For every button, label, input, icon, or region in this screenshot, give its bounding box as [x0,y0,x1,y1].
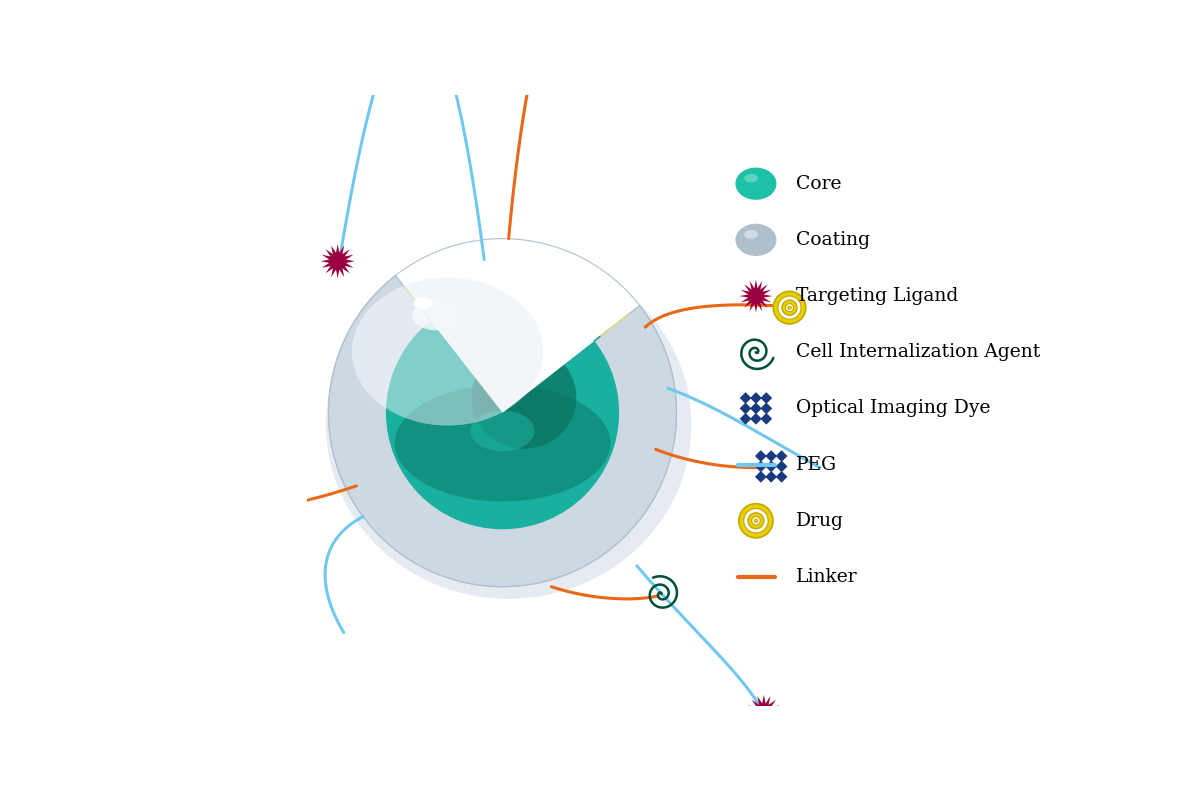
Ellipse shape [413,297,433,309]
Circle shape [773,291,805,324]
Ellipse shape [744,230,758,239]
Circle shape [386,296,619,529]
Polygon shape [755,471,767,483]
Circle shape [754,519,758,523]
Polygon shape [740,413,752,424]
Text: Linker: Linker [796,568,857,586]
Text: PEG: PEG [796,456,836,473]
Polygon shape [765,461,777,473]
Text: Cell Internalization Agent: Cell Internalization Agent [796,343,1040,362]
Ellipse shape [394,385,611,501]
Polygon shape [740,393,752,404]
Polygon shape [750,393,761,404]
Circle shape [788,306,791,309]
Polygon shape [740,280,772,312]
Circle shape [222,504,237,518]
Ellipse shape [413,297,433,309]
Ellipse shape [471,411,534,451]
Polygon shape [765,450,777,462]
Ellipse shape [351,278,544,426]
Ellipse shape [326,251,692,599]
Polygon shape [755,450,767,462]
Polygon shape [760,393,772,404]
Polygon shape [755,461,767,473]
Ellipse shape [735,167,777,200]
Wedge shape [405,255,627,336]
Circle shape [214,495,245,526]
Circle shape [743,508,768,533]
Ellipse shape [735,224,777,256]
Ellipse shape [744,174,758,182]
Polygon shape [776,471,788,483]
Ellipse shape [412,300,458,330]
Polygon shape [765,471,777,483]
Polygon shape [760,403,772,414]
Text: Drug: Drug [796,511,844,530]
Polygon shape [776,461,788,473]
Text: Coating: Coating [796,231,870,249]
Circle shape [748,513,764,529]
Circle shape [228,509,232,512]
Circle shape [785,304,793,312]
Text: Optical Imaging Dye: Optical Imaging Dye [796,400,991,417]
Polygon shape [740,403,752,414]
Circle shape [329,239,676,587]
Ellipse shape [351,278,544,426]
Wedge shape [387,224,650,412]
Text: Targeting Ligand: Targeting Ligand [796,287,958,305]
Polygon shape [747,695,782,729]
Polygon shape [320,244,355,278]
Polygon shape [760,413,772,424]
Polygon shape [750,403,761,414]
Circle shape [782,300,797,315]
Polygon shape [776,450,788,462]
Circle shape [778,296,801,320]
Ellipse shape [412,300,458,330]
Ellipse shape [472,346,576,449]
Text: Core: Core [796,174,841,193]
Circle shape [739,504,773,538]
Circle shape [752,516,760,525]
Circle shape [219,500,240,521]
Circle shape [226,507,233,514]
Polygon shape [750,413,761,424]
